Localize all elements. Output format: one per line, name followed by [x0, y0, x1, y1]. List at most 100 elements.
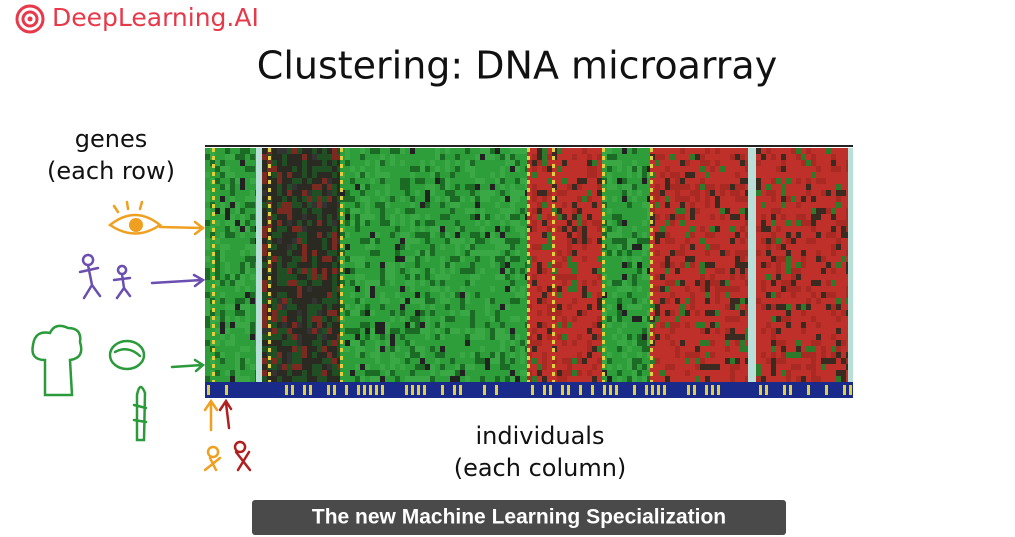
heatmap-divider: [527, 156, 530, 160]
heatmap-cell: [730, 370, 735, 376]
heatmap-cell: [322, 238, 327, 244]
heatmap-cell: [470, 352, 475, 358]
heatmap-cell: [515, 214, 520, 220]
heatmap-cell: [490, 172, 495, 178]
heatmap-divider: [602, 164, 605, 168]
heatmap-cell: [695, 196, 700, 202]
heatmap-cell: [761, 214, 766, 220]
heatmap-cell: [312, 370, 317, 376]
heatmap-cell: [480, 238, 485, 244]
heatmap-divider: [212, 268, 215, 272]
heatmap-cell: [562, 316, 567, 322]
heatmap-cell: [405, 352, 410, 358]
heatmap-cell: [230, 196, 235, 202]
heatmap-cell: [705, 262, 710, 268]
heatmap-divider: [212, 372, 215, 376]
heatmap-divider: [212, 196, 215, 200]
heatmap-cell: [255, 346, 256, 352]
heatmap-bottom-tick: [423, 385, 426, 395]
heatmap-cell: [695, 184, 700, 190]
heatmap-cell: [390, 340, 395, 346]
heatmap-cell: [337, 298, 340, 304]
heatmap-cell: [240, 364, 245, 370]
heatmap-cell: [670, 214, 675, 220]
heatmap-cell: [360, 166, 365, 172]
heatmap-cell: [337, 166, 340, 172]
heatmap-cell: [675, 280, 680, 286]
heatmap-cell: [505, 244, 510, 250]
heatmap-cell: [632, 316, 637, 322]
heatmap-cell: [675, 316, 680, 322]
heatmap-cell: [642, 328, 647, 334]
heatmap-cell: [796, 202, 801, 208]
heatmap-cell: [730, 334, 735, 340]
heatmap-cell: [250, 298, 255, 304]
heatmap-cell: [400, 178, 405, 184]
heatmap-divider: [340, 244, 343, 248]
heatmap-cell: [385, 262, 390, 268]
heatmap-cell: [440, 280, 445, 286]
heatmap-cell: [332, 268, 337, 274]
heatmap-cell: [705, 196, 710, 202]
heatmap-cell: [510, 196, 515, 202]
heatmap-cell: [235, 202, 240, 208]
heatmap-cell: [715, 292, 720, 298]
heatmap-cell: [250, 328, 255, 334]
heatmap-cell: [337, 364, 340, 370]
heatmap-cell: [710, 226, 715, 232]
heatmap-cell: [455, 244, 460, 250]
heatmap-cell: [740, 178, 745, 184]
heatmap-cell: [380, 298, 385, 304]
heatmap-cell: [572, 208, 577, 214]
heatmap-cell: [312, 340, 317, 346]
heatmap-cell: [607, 364, 612, 370]
heatmap-divider: [602, 188, 605, 192]
heatmap-cell: [532, 376, 537, 382]
heatmap-divider: [527, 324, 530, 328]
heatmap-cell: [655, 304, 660, 310]
heatmap-cell: [597, 178, 602, 184]
heatmap-cell: [282, 148, 287, 154]
heatmap-cell: [647, 196, 650, 202]
heatmap-cell: [225, 232, 230, 238]
heatmap-cell: [715, 322, 720, 328]
heatmap-cell: [345, 346, 350, 352]
heatmap-cell: [380, 274, 385, 280]
heatmap-cell: [685, 238, 690, 244]
heatmap-cell: [360, 148, 365, 154]
heatmap-cell: [806, 178, 811, 184]
heatmap-cell: [470, 232, 475, 238]
heatmap-cell: [440, 346, 445, 352]
heatmap-cell: [846, 250, 848, 256]
heatmap-cell: [612, 250, 617, 256]
heatmap-cell: [475, 184, 480, 190]
heatmap-cell: [587, 304, 592, 310]
heatmap-cell: [740, 256, 745, 262]
heatmap-cell: [287, 220, 292, 226]
heatmap-cell: [450, 358, 455, 364]
heatmap-cell: [215, 328, 220, 334]
heatmap-cell: [235, 310, 240, 316]
heatmap-divider: [650, 252, 653, 256]
heatmap-cell: [745, 232, 748, 238]
heatmap-cell: [735, 172, 740, 178]
heatmap-cell: [490, 286, 495, 292]
heatmap-cell: [622, 190, 627, 196]
heatmap-cell: [745, 250, 748, 256]
heatmap-cell: [307, 322, 312, 328]
heatmap-cell: [567, 304, 572, 310]
heatmap-cell: [705, 328, 710, 334]
heatmap-cell: [836, 370, 841, 376]
heatmap-cell: [597, 334, 602, 340]
heatmap-cell: [520, 190, 525, 196]
heatmap-cell: [515, 256, 520, 262]
heatmap-cell: [307, 268, 312, 274]
heatmap-cell: [375, 166, 380, 172]
heatmap-cell: [735, 298, 740, 304]
heatmap-cell: [836, 340, 841, 346]
heatmap-cell: [505, 262, 510, 268]
heatmap-cell: [205, 196, 210, 202]
heatmap-cell: [297, 352, 302, 358]
heatmap-cell: [525, 214, 527, 220]
heatmap-divider: [650, 164, 653, 168]
